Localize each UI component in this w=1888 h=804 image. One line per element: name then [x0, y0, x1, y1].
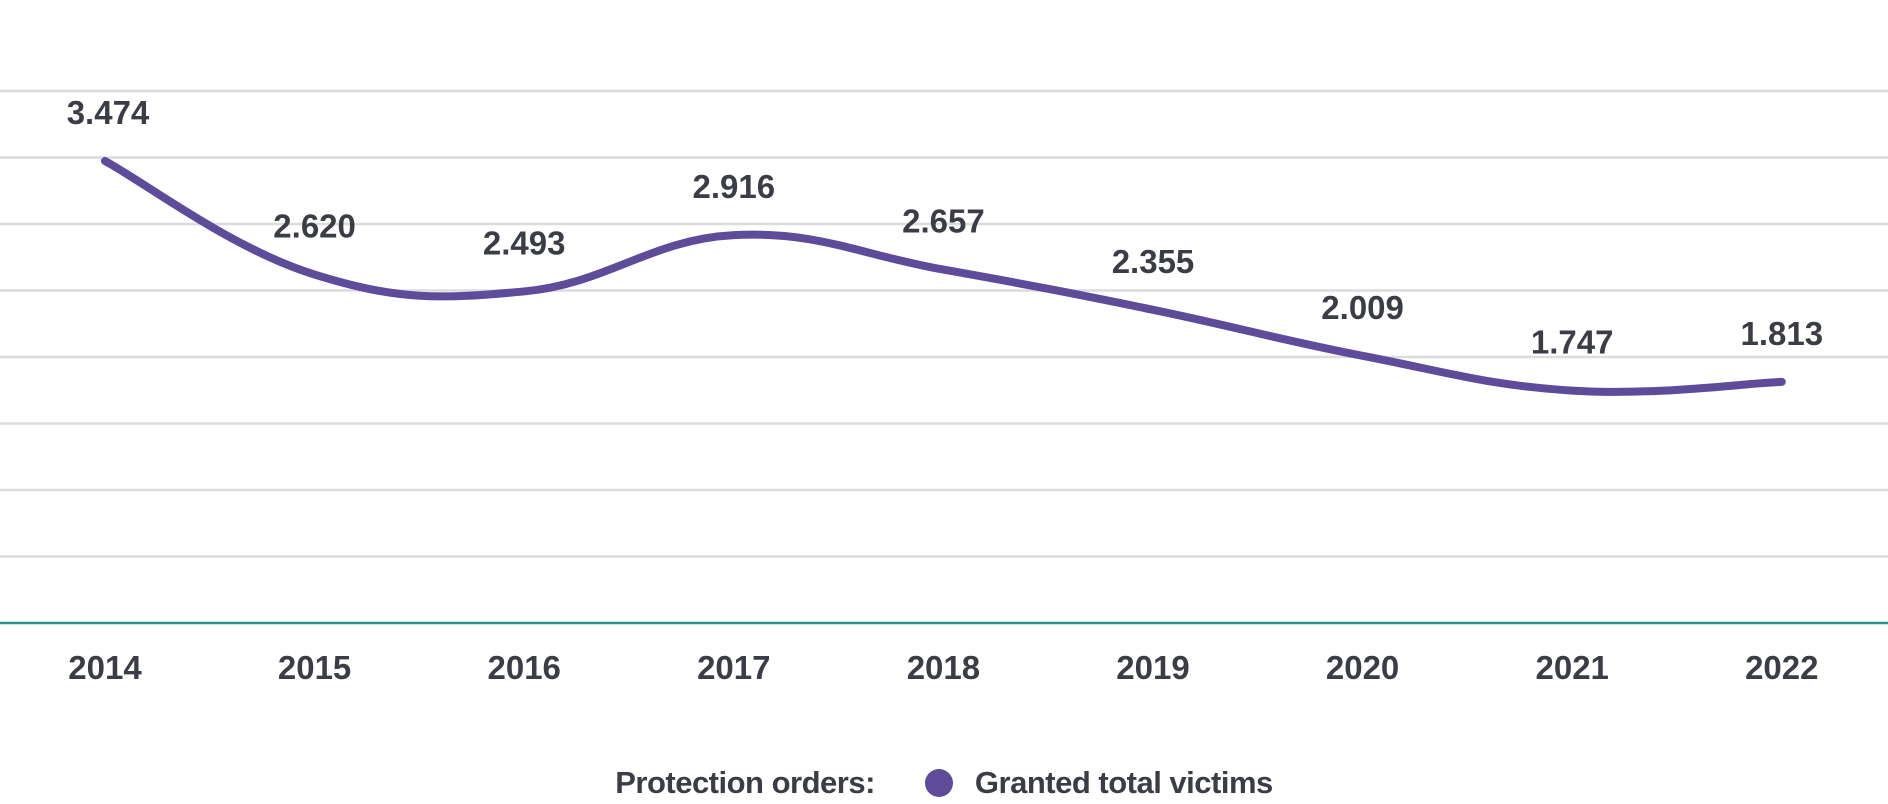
legend: Protection orders: Granted total victims — [0, 762, 1888, 804]
data-label: 1.747 — [1531, 324, 1614, 361]
x-tick-label: 2017 — [697, 649, 770, 686]
data-label: 3.474 — [67, 94, 150, 131]
x-tick-label: 2016 — [487, 649, 560, 686]
x-tick-label: 2022 — [1745, 649, 1818, 686]
x-tick-label: 2021 — [1535, 649, 1608, 686]
data-label: 2.355 — [1112, 243, 1195, 280]
x-tick-labels: 2014 2015 2016 2017 2018 2019 2020 2021 2022 — [68, 649, 1818, 686]
legend-title: Protection orders: — [615, 765, 875, 800]
data-label: 2.620 — [273, 208, 356, 245]
x-tick-label: 2014 — [68, 649, 142, 686]
data-labels: 3.474 2.620 2.493 2.916 2.657 2.355 2.009 1.747… — [67, 94, 1823, 361]
data-label: 2.493 — [483, 224, 566, 261]
x-tick-label: 2019 — [1116, 649, 1189, 686]
x-tick-label: 2015 — [278, 649, 351, 686]
data-label: 2.916 — [693, 168, 776, 205]
data-label: 2.009 — [1321, 289, 1404, 326]
legend-item-label: Granted total victims — [974, 765, 1273, 800]
legend-marker-icon — [924, 769, 953, 797]
x-tick-label: 2020 — [1326, 649, 1399, 686]
data-label: 1.813 — [1741, 315, 1824, 352]
gridlines — [0, 89, 1888, 558]
data-label: 2.657 — [902, 203, 985, 240]
x-tick-label: 2018 — [907, 649, 980, 686]
series-line-granted-total-victims — [101, 156, 1786, 396]
